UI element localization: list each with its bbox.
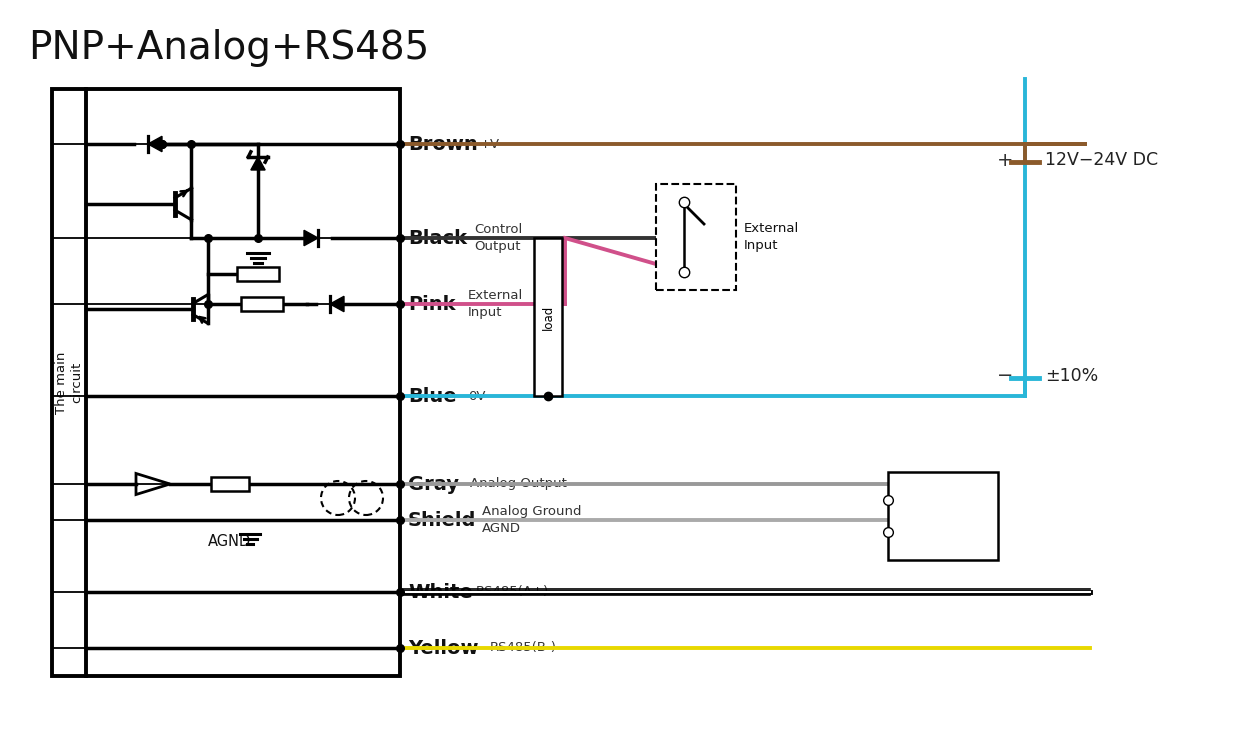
Text: PNP+Analog+RS485: PNP+Analog+RS485 bbox=[27, 29, 430, 67]
Text: −: − bbox=[997, 366, 1013, 385]
Bar bbox=[237, 267, 279, 281]
Polygon shape bbox=[304, 230, 317, 246]
Text: RS485(A+): RS485(A+) bbox=[476, 586, 549, 599]
Text: Yellow: Yellow bbox=[408, 639, 478, 657]
Text: Gray: Gray bbox=[408, 474, 459, 494]
Polygon shape bbox=[148, 136, 162, 152]
Text: AGND: AGND bbox=[208, 534, 251, 549]
Polygon shape bbox=[330, 296, 344, 311]
Text: The main
circuit: The main circuit bbox=[55, 351, 83, 414]
Text: Analog
Input
Device: Analog Input Device bbox=[919, 491, 967, 541]
Text: Brown: Brown bbox=[408, 134, 478, 154]
Bar bbox=[656, 184, 736, 290]
Text: External
Input: External Input bbox=[468, 290, 523, 319]
Text: Control
Output: Control Output bbox=[474, 223, 522, 253]
Text: Analog Ground
AGND: Analog Ground AGND bbox=[482, 505, 581, 535]
Text: Pink: Pink bbox=[408, 295, 456, 314]
Bar bbox=[52, 89, 400, 676]
Polygon shape bbox=[250, 157, 265, 170]
Text: White: White bbox=[408, 583, 473, 602]
Text: Analog Output: Analog Output bbox=[471, 477, 566, 491]
Text: +V: +V bbox=[481, 137, 500, 151]
Bar bbox=[888, 472, 998, 560]
Bar bbox=[210, 477, 249, 491]
Bar bbox=[242, 297, 283, 311]
Text: Blue: Blue bbox=[408, 387, 457, 406]
Text: RS485(B-): RS485(B-) bbox=[491, 642, 557, 654]
Text: 12V−24V DC: 12V−24V DC bbox=[1045, 151, 1158, 169]
Text: load: load bbox=[542, 305, 554, 329]
Text: ±10%: ±10% bbox=[1045, 367, 1098, 385]
Text: External
Input: External Input bbox=[745, 222, 799, 252]
Text: 0V: 0V bbox=[468, 390, 486, 403]
Text: Black: Black bbox=[408, 228, 467, 247]
Text: Shield: Shield bbox=[408, 510, 477, 529]
Text: +: + bbox=[997, 151, 1013, 170]
Bar bbox=[534, 238, 561, 396]
